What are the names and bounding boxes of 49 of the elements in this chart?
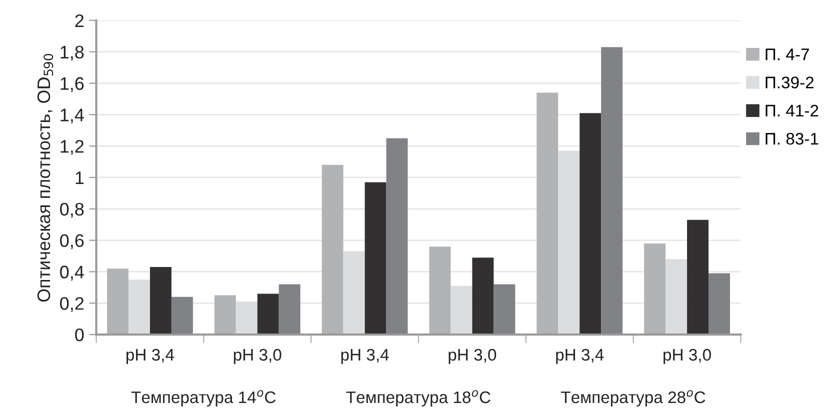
bar bbox=[601, 47, 623, 335]
bar bbox=[644, 243, 666, 335]
bar bbox=[494, 284, 516, 335]
y-tick-label: 2 bbox=[75, 14, 84, 27]
text: Температура 14$^{o}$C bbox=[131, 390, 276, 406]
bar bbox=[257, 294, 279, 335]
x-tick-label: pH 3,0 bbox=[234, 348, 282, 364]
y-tick-label: 1,4 bbox=[60, 108, 84, 124]
x-tick-label: pH 3,0 bbox=[448, 348, 496, 364]
y-tick-label: 0 bbox=[75, 328, 84, 342]
bar bbox=[708, 273, 730, 335]
bar bbox=[472, 258, 494, 335]
bar bbox=[666, 259, 688, 335]
bar bbox=[171, 296, 193, 335]
bar bbox=[150, 267, 172, 335]
text: Температура 28$^{o}$C bbox=[561, 390, 706, 406]
x-tick-label: pH 3,4 bbox=[556, 348, 604, 364]
bar bbox=[386, 138, 408, 335]
bar bbox=[128, 280, 150, 335]
bar bbox=[429, 246, 451, 335]
y-tick-label: 1,2 bbox=[60, 140, 84, 155]
x-tick-label: pH 3,4 bbox=[126, 348, 174, 364]
y-tick-label: 1,6 bbox=[60, 77, 84, 92]
legend-label: П.39-2 bbox=[766, 76, 814, 88]
text: Температура 18$^{o}$C bbox=[346, 390, 490, 406]
bar bbox=[343, 251, 365, 335]
bar bbox=[687, 220, 709, 335]
bar bbox=[214, 295, 236, 335]
x-tick-label: pH 3,4 bbox=[341, 348, 389, 364]
y-axis-title: Оптическая плотность, OD$_{590}$ bbox=[37, 54, 54, 302]
bar bbox=[536, 92, 558, 335]
bar bbox=[236, 302, 258, 335]
legend-label: П. 4-7 bbox=[766, 48, 809, 60]
y-tick-label: 0,6 bbox=[60, 234, 84, 250]
bar bbox=[364, 182, 386, 335]
bar bbox=[106, 268, 128, 335]
x-tick-label: pH 3,0 bbox=[664, 348, 711, 364]
y-tick-label: 0,4 bbox=[60, 266, 84, 281]
bar bbox=[558, 150, 580, 335]
legend-label: П. 83-1 bbox=[766, 132, 818, 145]
bar bbox=[580, 113, 602, 335]
bar bbox=[322, 164, 344, 335]
bar bbox=[278, 284, 300, 335]
y-tick-label: 1,8 bbox=[60, 46, 84, 61]
y-tick-label: 1 bbox=[76, 172, 84, 184]
bar bbox=[450, 286, 472, 335]
legend-label: П. 41-2 bbox=[766, 104, 818, 116]
y-tick-label: 0,8 bbox=[60, 202, 84, 218]
y-tick-label: 0,2 bbox=[60, 297, 84, 312]
